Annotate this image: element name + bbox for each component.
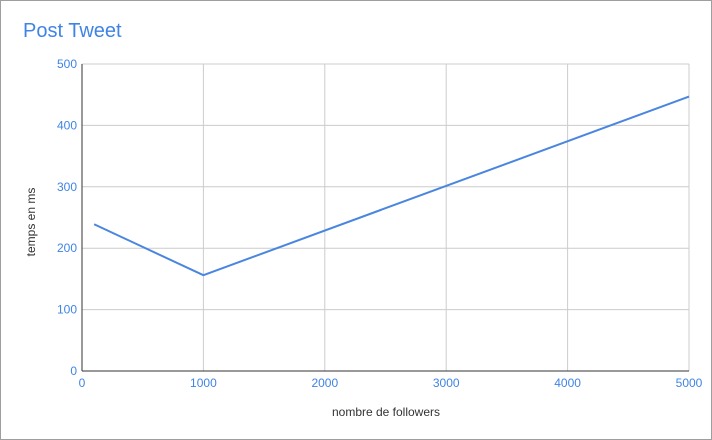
y-axis-title: temps en ms — [24, 188, 38, 257]
series-layer — [93, 95, 690, 277]
data-point — [203, 274, 205, 276]
x-tick-label: 5000 — [676, 376, 703, 390]
chart-title: Post Tweet — [23, 20, 122, 42]
y-tick-label: 200 — [57, 241, 77, 255]
y-tick-label: 0 — [70, 364, 77, 378]
grid-layer — [82, 63, 690, 371]
series-line — [93, 95, 690, 277]
x-axis-title: nombre de followers — [332, 405, 440, 419]
y-tick-label: 100 — [57, 303, 77, 317]
y-tick-label: 400 — [57, 118, 77, 132]
y-tick-label: 300 — [57, 180, 77, 194]
axis-layer — [81, 64, 689, 372]
x-tick-label: 1000 — [190, 376, 217, 390]
x-tick-label: 0 — [79, 376, 86, 390]
y-tick-label: 500 — [57, 57, 77, 71]
x-tick-label: 4000 — [554, 376, 581, 390]
data-point — [688, 96, 690, 98]
data-point — [93, 223, 95, 225]
x-tick-label: 3000 — [433, 376, 460, 390]
x-tick-label: 2000 — [311, 376, 338, 390]
